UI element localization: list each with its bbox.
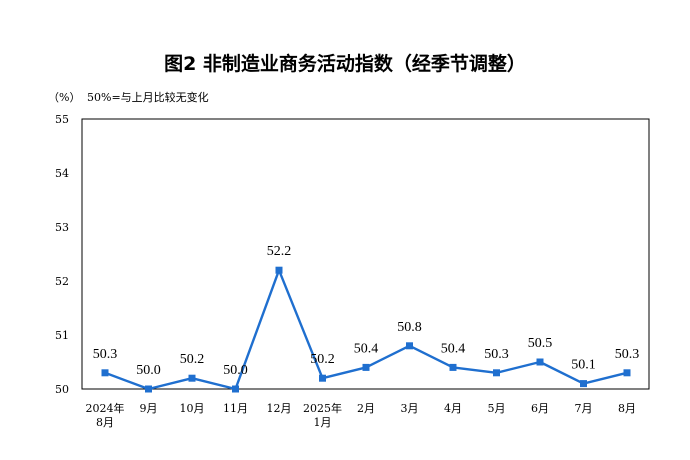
y-tick-label-3: 53 bbox=[55, 221, 69, 234]
x-tick-label-1: 9月 bbox=[140, 402, 158, 415]
data-point-6 bbox=[362, 363, 370, 371]
data-point-9 bbox=[493, 369, 500, 377]
data-label-7: 50.8 bbox=[397, 320, 422, 335]
data-point-10 bbox=[536, 358, 544, 366]
plot-frame bbox=[81, 118, 650, 390]
x-tick-label-0: 2024年 bbox=[86, 401, 125, 415]
x-tick-label-3: 11月 bbox=[223, 402, 248, 415]
y-tick-label-5: 55 bbox=[55, 113, 69, 126]
data-point-4 bbox=[275, 266, 283, 274]
data-point-2 bbox=[188, 374, 196, 382]
data-point-5 bbox=[319, 374, 326, 382]
data-point-1 bbox=[145, 385, 152, 393]
data-point-8 bbox=[449, 363, 457, 371]
x-tick-label-5-b: 1月 bbox=[314, 416, 332, 429]
data-label-10: 50.5 bbox=[528, 336, 553, 351]
data-point-11 bbox=[580, 380, 587, 388]
x-tick-label-5: 2025年 bbox=[303, 401, 342, 415]
unit-label: （%） bbox=[48, 91, 80, 104]
baseline-note: 50%=与上月比较无变化 bbox=[87, 90, 209, 104]
x-tick-label-11: 7月 bbox=[575, 402, 593, 415]
x-tick-label-4: 12月 bbox=[267, 402, 292, 415]
data-label-8: 50.4 bbox=[441, 341, 466, 356]
x-tick-label-12: 8月 bbox=[618, 402, 636, 415]
x-tick-label-2: 10月 bbox=[180, 402, 205, 415]
x-tick-label-8: 4月 bbox=[444, 402, 462, 415]
data-label-6: 50.4 bbox=[354, 341, 379, 356]
x-tick-label-6: 2月 bbox=[357, 402, 375, 415]
data-label-9: 50.3 bbox=[484, 347, 509, 362]
data-label-2: 50.2 bbox=[180, 352, 205, 367]
data-point-7 bbox=[406, 342, 413, 350]
x-tick-label-9: 5月 bbox=[488, 402, 506, 415]
y-tick-label-0: 50 bbox=[55, 383, 69, 396]
series-line-0 bbox=[104, 269, 628, 391]
data-point-12 bbox=[623, 369, 631, 377]
data-label-0: 50.3 bbox=[93, 347, 118, 362]
y-tick-label-1: 51 bbox=[55, 329, 69, 342]
data-label-11: 50.1 bbox=[571, 358, 596, 373]
data-label-5: 50.2 bbox=[310, 352, 335, 367]
data-label-3: 50.0 bbox=[223, 363, 248, 378]
data-point-0 bbox=[101, 369, 109, 377]
data-label-12: 50.3 bbox=[615, 347, 640, 362]
y-tick-label-2: 52 bbox=[55, 275, 69, 288]
data-point-3 bbox=[232, 385, 239, 393]
x-tick-label-7: 3月 bbox=[401, 402, 419, 415]
data-label-4: 52.2 bbox=[267, 244, 292, 259]
data-label-1: 50.0 bbox=[136, 363, 161, 378]
x-tick-label-10: 6月 bbox=[531, 402, 549, 415]
chart-title: 图2 非制造业商务活动指数（经季节调整） bbox=[164, 52, 526, 75]
x-tick-label-0-b: 8月 bbox=[96, 416, 114, 429]
y-tick-label-4: 54 bbox=[55, 167, 69, 180]
